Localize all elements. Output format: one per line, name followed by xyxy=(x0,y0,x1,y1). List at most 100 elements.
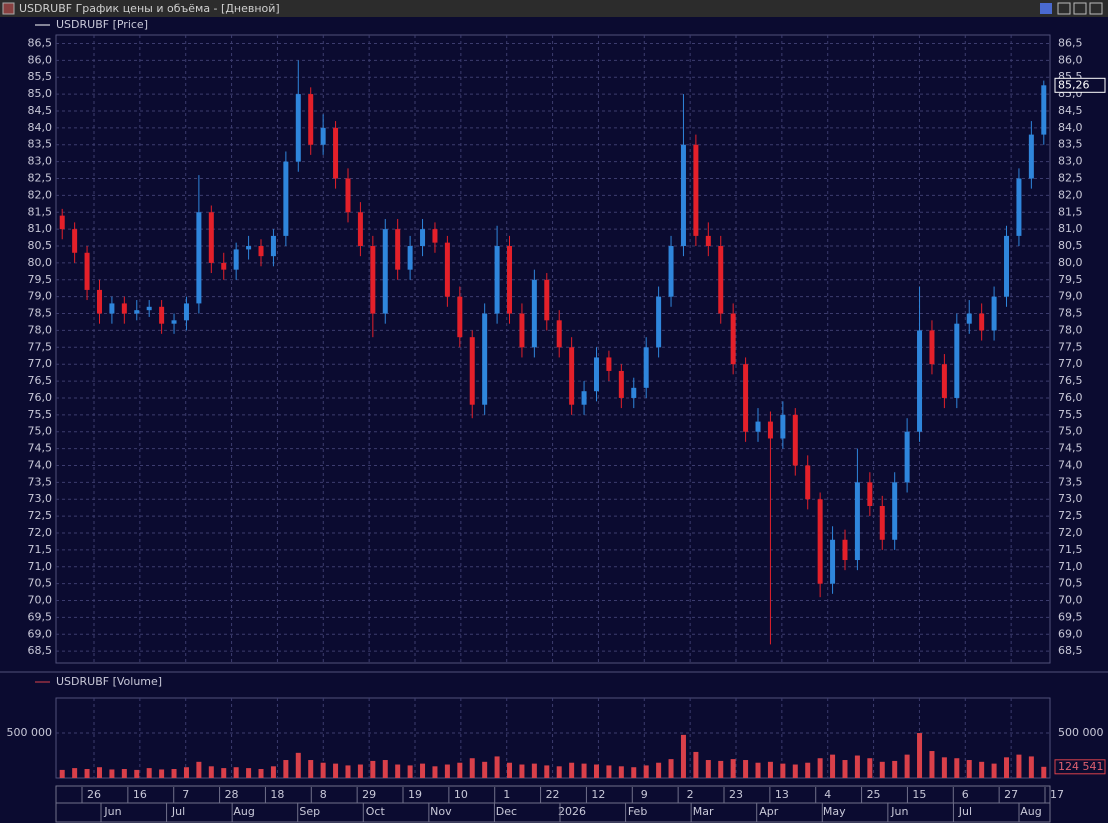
y-tick-label-right: 70,5 xyxy=(1058,577,1083,590)
y-tick-label: 85,5 xyxy=(28,70,53,83)
month-label: Jul xyxy=(958,805,972,818)
volume-bar xyxy=(879,761,885,778)
y-tick-label: 74,0 xyxy=(28,458,53,471)
y-tick-label: 82,0 xyxy=(28,188,53,201)
volume-bar xyxy=(233,767,239,778)
y-tick-label: 71,5 xyxy=(28,543,53,556)
volume-bar xyxy=(966,760,972,778)
y-tick-label: 84,0 xyxy=(28,121,53,134)
candle-body xyxy=(407,246,413,270)
y-tick-label: 68,5 xyxy=(28,644,53,657)
day-label: 9 xyxy=(641,788,648,801)
volume-bar xyxy=(954,758,960,778)
y-tick-label: 81,5 xyxy=(28,205,53,218)
y-tick-label: 72,5 xyxy=(28,509,53,522)
day-label: 18 xyxy=(270,788,284,801)
link-button[interactable] xyxy=(1040,3,1052,14)
y-tick-label: 80,5 xyxy=(28,239,53,252)
y-tick-label: 69,0 xyxy=(28,627,53,640)
candle-body xyxy=(233,249,239,270)
candle-body xyxy=(569,347,575,405)
candle-body xyxy=(979,313,985,331)
candle-body xyxy=(718,246,724,314)
y-tick-label: 83,5 xyxy=(28,138,53,151)
candle-body xyxy=(817,499,823,584)
y-tick-label: 70,5 xyxy=(28,577,53,590)
day-label: 29 xyxy=(362,788,376,801)
y-tick-label: 72,0 xyxy=(28,526,53,539)
day-label: 15 xyxy=(912,788,926,801)
volume-bar xyxy=(1028,756,1034,778)
volume-bar xyxy=(991,763,997,778)
volume-bar xyxy=(333,763,339,778)
candle-body xyxy=(84,252,90,290)
candle-body xyxy=(171,320,177,324)
volume-bar xyxy=(72,768,78,778)
close-button[interactable] xyxy=(1089,2,1103,15)
y-tick-label: 76,0 xyxy=(28,391,53,404)
candle-body xyxy=(519,313,525,348)
candle-body xyxy=(345,178,351,213)
y-tick-label: 73,5 xyxy=(28,475,53,488)
volume-bar xyxy=(258,769,264,778)
day-label: 22 xyxy=(546,788,560,801)
volume-bar xyxy=(345,765,351,778)
candle-body xyxy=(457,296,463,338)
day-label: 1 xyxy=(503,788,510,801)
y-tick-label-right: 74,0 xyxy=(1058,458,1083,471)
volume-bar xyxy=(979,761,985,778)
y-tick-label: 73,0 xyxy=(28,492,53,505)
candle-body xyxy=(917,330,923,432)
candle-body xyxy=(1028,134,1034,179)
y-tick-label-right: 83,0 xyxy=(1058,155,1083,168)
candle-body xyxy=(159,306,165,324)
volume-bar xyxy=(308,760,314,778)
day-label: 17 xyxy=(1050,788,1064,801)
volume-bar xyxy=(382,760,388,778)
candle-body xyxy=(320,127,326,145)
current-value-box xyxy=(1054,77,1106,93)
candle-body xyxy=(444,242,450,297)
maximize-button[interactable] xyxy=(1073,2,1087,15)
candle-body xyxy=(494,246,500,314)
volume-bar xyxy=(221,768,227,778)
candle-body xyxy=(991,296,997,331)
volume-bar xyxy=(146,768,152,778)
time-axis xyxy=(55,785,1051,823)
volume-bar xyxy=(171,769,177,778)
y-tick-label: 77,5 xyxy=(28,340,53,353)
volume-bar xyxy=(1004,757,1010,778)
month-label: Jun xyxy=(103,805,121,818)
volume-bar xyxy=(283,760,289,778)
volume-bar xyxy=(370,760,376,778)
volume-bar xyxy=(693,751,699,778)
candle-body xyxy=(966,313,972,324)
minimize-button[interactable] xyxy=(1057,2,1071,15)
candle-body xyxy=(1041,85,1047,135)
current-value-label: 124 541 xyxy=(1058,760,1104,773)
y-tick-label-right: 86,0 xyxy=(1058,53,1083,66)
volume-bar xyxy=(743,760,749,778)
candle-body xyxy=(929,330,935,365)
y-tick-label: 85,0 xyxy=(28,87,53,100)
y-tick-label: 78,5 xyxy=(28,307,53,320)
volume-bar xyxy=(593,764,599,778)
candle-body xyxy=(382,229,388,314)
day-label: 19 xyxy=(408,788,422,801)
volume-bar xyxy=(941,757,947,778)
candle-body xyxy=(121,303,127,314)
y-tick-label: 83,0 xyxy=(28,155,53,168)
y-tick-label: 70,0 xyxy=(28,594,53,607)
volume-bar xyxy=(817,758,823,778)
day-label: 2 xyxy=(687,788,694,801)
day-label: 6 xyxy=(962,788,969,801)
candle-body xyxy=(830,539,836,584)
day-label: 27 xyxy=(1004,788,1018,801)
candle-body xyxy=(606,357,612,371)
volume-bar xyxy=(668,759,674,778)
volume-bar xyxy=(96,767,102,778)
y-tick-label-right: 73,0 xyxy=(1058,492,1083,505)
candle-body xyxy=(892,482,898,540)
volume-bar xyxy=(842,760,848,778)
